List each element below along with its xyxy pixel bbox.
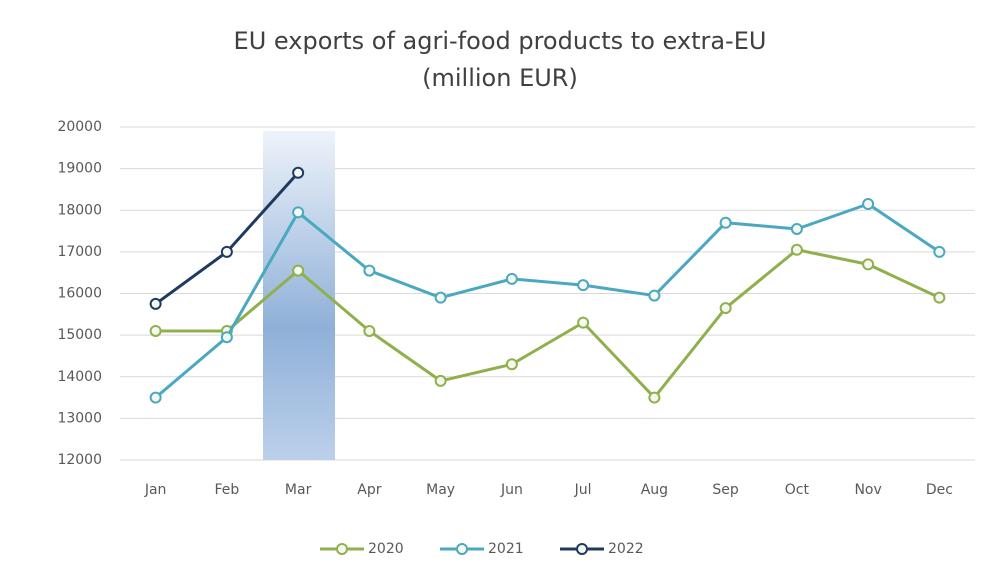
x-tick-label: Mar bbox=[285, 482, 312, 498]
series-line bbox=[154, 202, 941, 399]
data-point bbox=[648, 289, 661, 302]
y-tick-label: 15000 bbox=[57, 327, 102, 343]
data-point bbox=[790, 222, 803, 235]
data-point bbox=[505, 358, 518, 371]
y-tick-label: 18000 bbox=[57, 202, 102, 218]
legend-marker bbox=[576, 543, 588, 555]
x-tick-label: Oct bbox=[785, 482, 810, 498]
data-point bbox=[648, 391, 661, 404]
data-point bbox=[292, 264, 305, 277]
legend-label: 2022 bbox=[608, 541, 644, 557]
data-point bbox=[790, 243, 803, 256]
x-tick-label: Sep bbox=[712, 482, 739, 498]
x-tick-label: Jan bbox=[144, 482, 167, 498]
data-point bbox=[434, 374, 447, 387]
x-tick-label: Feb bbox=[214, 482, 239, 498]
y-tick-label: 20000 bbox=[57, 119, 102, 135]
legend-marker bbox=[456, 543, 468, 555]
data-point bbox=[292, 166, 305, 179]
y-tick-label: 16000 bbox=[57, 286, 102, 302]
x-tick-label: Dec bbox=[926, 482, 953, 498]
x-tick-label: Jun bbox=[500, 482, 523, 498]
data-point bbox=[933, 245, 946, 258]
x-tick-label: Aug bbox=[641, 482, 668, 498]
data-point bbox=[292, 206, 305, 219]
series-line bbox=[155, 248, 941, 400]
data-point bbox=[149, 297, 162, 310]
data-point bbox=[220, 331, 233, 344]
y-tick-label: 19000 bbox=[57, 161, 102, 177]
data-point bbox=[933, 291, 946, 304]
data-point bbox=[220, 245, 233, 258]
legend-marker bbox=[336, 543, 348, 555]
data-point bbox=[862, 198, 875, 211]
data-point bbox=[577, 316, 590, 329]
chart-title: EU exports of agri-food products to extr… bbox=[234, 27, 767, 55]
y-tick-label: 17000 bbox=[57, 244, 102, 260]
highlight-band bbox=[263, 131, 335, 460]
x-tick-label: Apr bbox=[357, 482, 381, 498]
data-point bbox=[719, 302, 732, 315]
data-point bbox=[149, 324, 162, 337]
data-point bbox=[577, 279, 590, 292]
y-tick-label: 13000 bbox=[57, 410, 102, 426]
x-tick-label: Jul bbox=[574, 482, 592, 498]
data-point bbox=[363, 324, 376, 337]
data-point bbox=[862, 258, 875, 271]
y-tick-label: 14000 bbox=[57, 369, 102, 385]
data-point bbox=[434, 291, 447, 304]
data-point bbox=[505, 272, 518, 285]
chart-subtitle: (million EUR) bbox=[422, 64, 578, 92]
legend-label: 2020 bbox=[368, 541, 404, 557]
x-tick-label: May bbox=[426, 482, 455, 498]
data-point bbox=[719, 216, 732, 229]
data-point bbox=[363, 264, 376, 277]
data-point bbox=[149, 391, 162, 404]
x-tick-label: Nov bbox=[854, 482, 881, 498]
y-tick-label: 12000 bbox=[57, 452, 102, 468]
legend-label: 2021 bbox=[488, 541, 524, 557]
